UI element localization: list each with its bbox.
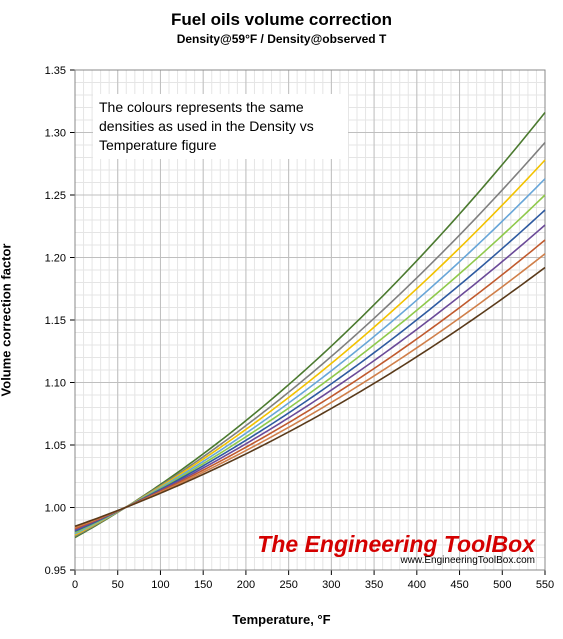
branding-main: The Engineering ToolBox [257, 533, 535, 556]
y-tick-label: 1.00 [45, 503, 66, 515]
x-tick-label: 150 [194, 579, 212, 591]
x-tick-label: 450 [450, 579, 468, 591]
annotation-note: The colours represents the same densitie… [93, 94, 348, 159]
x-tick-label: 100 [151, 579, 169, 591]
y-tick-label: 1.35 [45, 65, 66, 77]
x-tick-label: 50 [112, 579, 124, 591]
branding: The Engineering ToolBoxwww.EngineeringTo… [257, 533, 535, 566]
x-tick-label: 250 [279, 579, 297, 591]
chart-container: Fuel oils volume correction Density@59°F… [0, 0, 563, 639]
y-tick-label: 1.15 [45, 315, 66, 327]
y-tick-label: 1.05 [45, 440, 66, 452]
x-tick-label: 0 [72, 579, 78, 591]
x-tick-label: 300 [322, 579, 340, 591]
y-tick-label: 1.20 [45, 253, 66, 265]
y-tick-label: 1.25 [45, 190, 66, 202]
x-tick-label: 400 [408, 579, 426, 591]
y-tick-label: 1.10 [45, 378, 66, 390]
x-tick-label: 550 [536, 579, 554, 591]
y-tick-label: 1.30 [45, 128, 66, 140]
x-tick-label: 350 [365, 579, 383, 591]
y-tick-label: 0.95 [45, 565, 66, 577]
x-tick-label: 500 [493, 579, 511, 591]
x-tick-label: 200 [237, 579, 255, 591]
